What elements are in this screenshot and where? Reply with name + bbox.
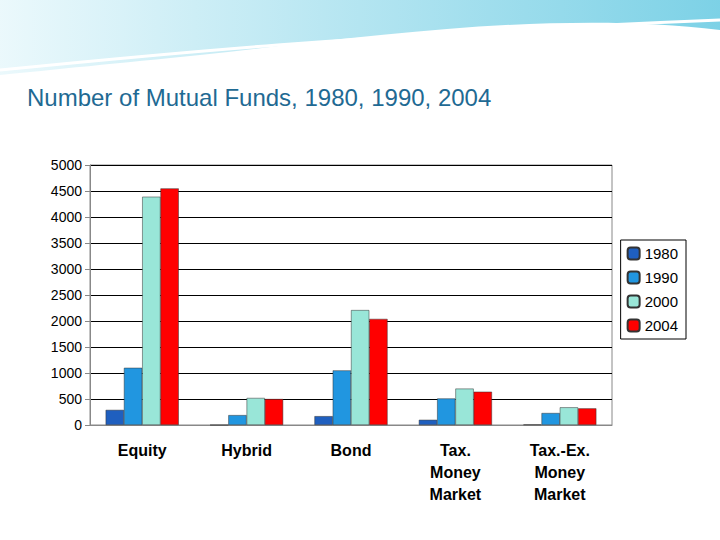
svg-text:Equity: Equity	[118, 442, 167, 459]
svg-text:500: 500	[59, 391, 83, 407]
svg-text:3000: 3000	[51, 261, 82, 277]
svg-text:1000: 1000	[51, 365, 82, 381]
svg-text:2000: 2000	[645, 293, 678, 310]
svg-text:Money: Money	[430, 464, 481, 481]
svg-text:1990: 1990	[645, 269, 678, 286]
svg-text:3500: 3500	[51, 235, 82, 251]
svg-text:Bond: Bond	[331, 442, 372, 459]
svg-text:2004: 2004	[645, 317, 678, 334]
svg-text:5000: 5000	[51, 157, 82, 173]
svg-text:4500: 4500	[51, 183, 82, 199]
svg-text:Number of Mutual Funds, 1980,: Number of Mutual Funds, 1980, 1990, 2004	[27, 84, 491, 111]
svg-text:0: 0	[74, 417, 82, 433]
svg-text:Tax.: Tax.	[440, 442, 471, 459]
svg-text:Market: Market	[430, 486, 482, 503]
svg-text:Hybrid: Hybrid	[221, 442, 272, 459]
svg-text:2000: 2000	[51, 313, 82, 329]
svg-text:Tax.-Ex.: Tax.-Ex.	[530, 442, 590, 459]
svg-text:1500: 1500	[51, 339, 82, 355]
svg-text:4000: 4000	[51, 209, 82, 225]
svg-text:Market: Market	[534, 486, 586, 503]
svg-text:Money: Money	[534, 464, 585, 481]
svg-text:2500: 2500	[51, 287, 82, 303]
svg-text:1980: 1980	[645, 245, 678, 262]
